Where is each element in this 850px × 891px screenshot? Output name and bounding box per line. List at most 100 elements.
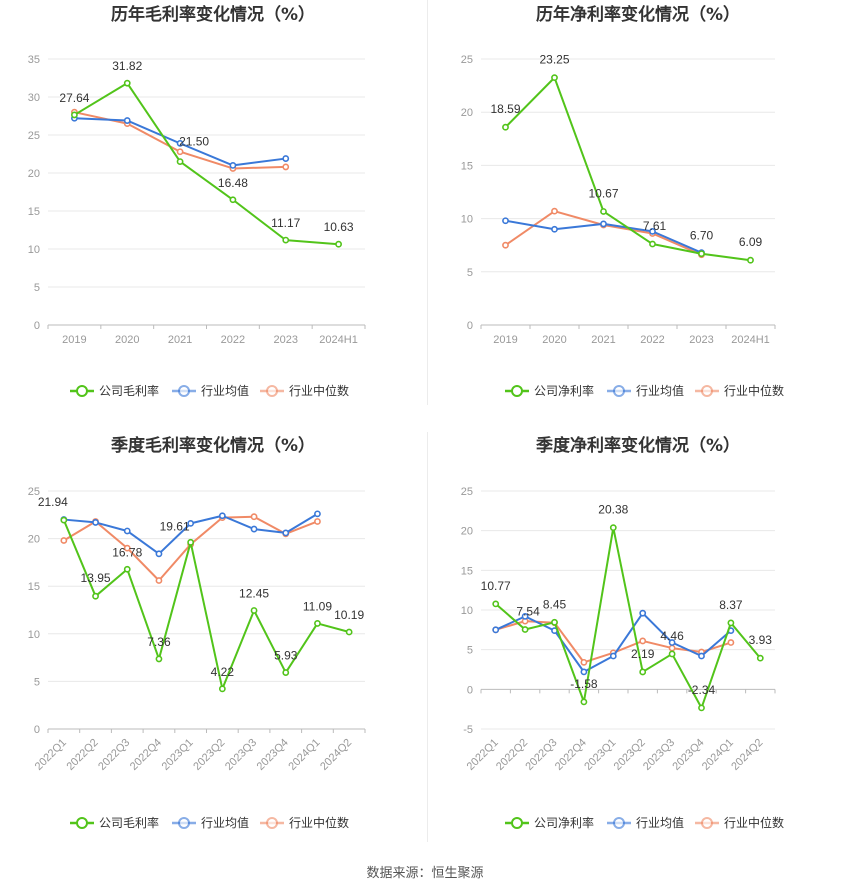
data-point-company [71,111,78,119]
x-tick-label: 2023Q2 [612,737,648,773]
data-point-avg [502,217,509,225]
x-tick-label: 2023Q3 [223,737,259,773]
data-label: 3.93 [749,633,773,647]
x-tick-label: 2021 [168,334,192,346]
y-tick-label: 35 [28,54,40,66]
y-tick-label: 0 [467,320,473,332]
data-point-avg [218,512,226,520]
y-tick-label: 0 [467,684,473,696]
data-point-company [345,628,353,636]
data-label: 19.61 [160,519,190,533]
data-label: 6.70 [690,229,714,243]
data-label: -1.58 [570,677,598,691]
legend-label-company: 公司净利率 [534,383,594,398]
data-point-company [502,123,509,131]
legend-label-avg: 行业均值 [636,815,684,830]
legend-label-median: 行业中位数 [724,815,784,830]
chart-title: 历年净利率变化情况（%） [536,4,740,25]
data-point-median [551,207,558,215]
data-point-company [123,565,131,573]
x-tick-label: 2024Q2 [729,737,765,773]
data-label: 4.46 [660,629,684,643]
data-point-company [187,538,195,546]
data-point-company [229,196,237,204]
y-tick-label: 15 [28,581,40,593]
y-tick-label: 30 [28,92,40,104]
legend-marker-company [511,385,523,397]
series-line-avg [63,512,318,555]
data-point-avg [282,155,290,162]
y-tick-label: 20 [461,526,473,538]
x-tick-label: 2023Q1 [582,737,618,773]
vertical-divider-top [427,0,428,405]
legend-marker-avg [613,385,625,397]
series-line-company [73,82,339,246]
y-tick-label: 10 [461,214,473,226]
x-tick-label: 2023Q4 [670,737,706,773]
vertical-divider-bottom [427,432,428,842]
data-point-median [314,518,321,525]
y-tick-label: 0 [34,320,40,332]
data-point-median [502,241,509,249]
data-point-median [123,544,131,552]
x-tick-label: 2023 [274,334,298,346]
data-point-avg [250,525,258,533]
x-tick-label: 2023Q3 [641,737,677,773]
x-tick-label: 2024H1 [731,334,770,346]
data-label: 31.82 [112,59,142,73]
data-point-company [649,240,656,248]
legend-label-median: 行业中位数 [289,815,349,830]
legend-label-avg: 行业均值 [201,815,249,830]
data-point-median [668,644,676,652]
data-point-avg [521,612,529,620]
x-tick-label: 2022 [221,334,245,346]
y-tick-label: 25 [28,130,40,142]
data-point-company [218,685,226,693]
data-point-company [92,592,99,600]
data-point-median [282,163,290,171]
data-point-avg [649,227,656,235]
data-point-avg [698,652,705,660]
data-point-avg [176,139,184,147]
data-point-median [250,513,258,521]
y-tick-label: 20 [28,534,40,546]
legend-marker-median [266,817,278,829]
y-tick-label: 10 [461,605,473,617]
x-tick-label: 2020 [115,334,139,346]
data-point-company [609,524,617,532]
data-label: 7.61 [643,219,667,233]
chart-title: 季度毛利率变化情况（%） [111,435,315,456]
data-point-avg [187,519,195,527]
series-line-company [504,76,751,262]
y-tick-label: 5 [34,676,40,688]
data-label: 27.64 [59,91,89,105]
x-tick-label: 2024H1 [319,334,358,346]
data-point-company [727,619,735,627]
data-point-company [250,607,258,614]
data-label: 7.54 [516,605,540,619]
x-tick-label: 2024Q2 [318,737,354,773]
data-point-company [639,668,647,676]
data-source-note: 数据来源：恒生聚源 [366,866,484,881]
data-point-avg [92,519,99,526]
data-point-company [176,158,184,165]
chart-3: 季度毛利率变化情况（%） 0 5 10 15 20 25 2022Q12022Q22022Q3… [28,435,366,830]
y-tick-label: -5 [463,724,473,736]
chart-title: 历年毛利率变化情况（%） [111,4,315,25]
data-point-avg [609,652,617,660]
y-tick-label: 5 [467,645,473,657]
data-label: 11.17 [271,216,300,230]
data-label: 2.19 [631,647,655,661]
data-point-company [551,618,558,626]
data-label: 21.94 [38,495,68,509]
data-label: 8.45 [543,597,567,611]
x-tick-label: 2021 [591,334,615,346]
legend-marker-median [701,817,713,829]
data-label: 12.45 [239,586,269,600]
y-tick-label: 20 [28,168,40,180]
data-label: 10.77 [481,579,511,593]
data-point-company [335,240,342,248]
y-tick-label: 10 [28,629,40,641]
x-tick-label: 2022Q1 [465,737,501,773]
